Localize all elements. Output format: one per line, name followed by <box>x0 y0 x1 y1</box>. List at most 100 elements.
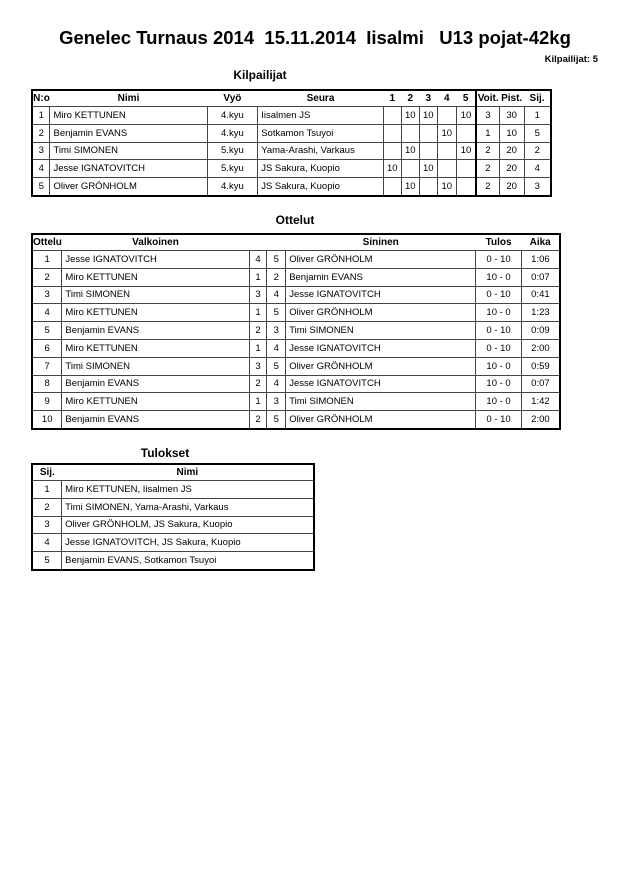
column-header: Ottelu <box>33 237 62 248</box>
table-cell: 2 <box>31 267 63 287</box>
table-cell: Timi SIMONEN <box>61 356 250 376</box>
table-cell: 10 - 0 <box>475 356 522 376</box>
table-cell: 10 <box>455 106 478 125</box>
table-cell: 10 - 0 <box>475 303 522 323</box>
table-cell: 5 <box>31 321 63 340</box>
table-cell <box>400 159 420 179</box>
table-row: 5 Benjamin EVANS 2 3 Timi SIMONEN 0 - 10 0:09 <box>31 321 561 340</box>
table-row: 3 Timi SIMONEN 5.kyu Yama-Arashi, Varkaus 10… <box>31 141 552 161</box>
table-cell: 3 <box>31 285 63 305</box>
table-cell: 4 <box>266 285 287 305</box>
table-row: 3 Timi SIMONEN 3 4 Jesse IGNATOVITCH 0 - 10 0:… <box>31 285 561 305</box>
table-cell: 2 <box>248 374 268 394</box>
table-cell: 4.kyu <box>206 123 259 143</box>
table-cell: Oliver GRÖNHOLM <box>285 250 477 269</box>
column-header: 3 <box>425 93 432 104</box>
table-cell <box>382 123 402 143</box>
table-cell: 3 <box>523 177 552 197</box>
table-cell: 0:07 <box>520 374 561 394</box>
table-cell: Miro KETTUNEN <box>61 392 250 412</box>
table-cell: 0:41 <box>520 285 561 305</box>
table-cell: 2 <box>475 141 500 161</box>
table-cell: 4 <box>31 533 63 553</box>
table-cell: Iisalmen JS <box>257 106 384 125</box>
column-header: 2 <box>407 93 414 104</box>
table-cell: Timi SIMONEN <box>285 321 477 340</box>
table-cell: 6 <box>31 338 63 358</box>
table-cell: 3 <box>266 392 287 412</box>
column-header: Nimi <box>176 467 199 478</box>
table-cell: 3 <box>31 515 63 535</box>
table-row: 2 Timi SIMONEN, Yama-Arashi, Varkaus <box>31 497 315 517</box>
table-cell: 1 <box>31 250 63 269</box>
table-cell <box>382 141 402 161</box>
column-header: Aika <box>529 237 551 248</box>
table-row: 5 Benjamin EVANS, Sotkamon Tsuyoi <box>31 551 315 571</box>
table-cell: Jesse IGNATOVITCH, JS Sakura, Kuopio <box>61 533 315 553</box>
table-cell: 10 - 0 <box>475 267 522 287</box>
matches-table: Ottelu Valkoinen Sininen Tulos Aika 1 Jesse IG… <box>31 233 561 430</box>
table-cell: Timi SIMONEN, Yama-Arashi, Varkaus <box>61 497 315 517</box>
page-title: Genelec Turnaus 2014 15.11.2014 Iisalmi … <box>59 27 571 48</box>
table-cell: Benjamin EVANS, Sotkamon Tsuyoi <box>61 551 315 571</box>
table-row: 9 Miro KETTUNEN 1 3 Timi SIMONEN 10 - 0 1:42 <box>31 392 561 412</box>
column-header: Nimi <box>117 93 140 104</box>
table-cell: 2 <box>475 177 500 197</box>
table-cell: 5 <box>266 250 287 269</box>
table-cell <box>418 123 438 143</box>
table-cell <box>455 159 478 179</box>
table-cell: 0:09 <box>520 321 561 340</box>
table-cell: 30 <box>498 106 525 125</box>
table-cell: 7 <box>31 356 63 376</box>
table-cell: 10 <box>436 177 457 197</box>
table-cell: 1 <box>523 106 552 125</box>
table-cell: Oliver GRÖNHOLM <box>285 410 477 430</box>
table-cell: Timi SIMONEN <box>49 141 208 161</box>
table-cell <box>436 106 457 125</box>
table-cell: 5 <box>266 356 287 376</box>
table-cell: 10 <box>498 123 525 143</box>
competitors-table: N:o Nimi Vyö Seura 1 2 3 4 5 Voit. Pist. Sij. 1 Miro … <box>31 89 552 197</box>
table-cell: 2 <box>31 123 51 143</box>
table-cell: 1:42 <box>520 392 561 412</box>
column-header: Pist. <box>501 93 523 104</box>
table-cell: 2 <box>248 321 268 340</box>
table-row: 1 Jesse IGNATOVITCH 4 5 Oliver GRÖNHOLM 0 - 1… <box>31 250 561 269</box>
column-header: 4 <box>443 93 450 104</box>
column-header: 1 <box>389 93 396 104</box>
table-cell: 5 <box>266 303 287 323</box>
column-header: Seura <box>306 93 335 104</box>
column-header <box>249 234 267 251</box>
table-cell <box>400 123 420 143</box>
table-row: 1 Miro KETTUNEN 4.kyu Iisalmen JS 10 10 10 3 30 1 <box>31 106 552 125</box>
table-cell: 9 <box>31 392 63 412</box>
competitors-heading: Kilpailijat <box>233 68 287 82</box>
table-cell: 1 <box>248 392 268 412</box>
table-row: 10 Benjamin EVANS 2 5 Oliver GRÖNHOLM 0 - 10 2… <box>31 410 561 430</box>
table-header: Sij. Nimi <box>32 464 314 481</box>
table-cell: 10 <box>436 123 457 143</box>
table-cell: 5 <box>31 551 63 571</box>
column-header: Sij. <box>39 467 55 478</box>
table-cell: Benjamin EVANS <box>49 123 208 143</box>
table-cell: Jesse IGNATOVITCH <box>285 374 477 394</box>
table-cell: 10 <box>382 159 402 179</box>
table-cell: 4 <box>266 374 287 394</box>
table-row: 4 Jesse IGNATOVITCH, JS Sakura, Kuopio <box>31 533 315 553</box>
table-cell: 10 <box>455 141 478 161</box>
table-cell: 2 <box>248 410 268 430</box>
table-cell: Timi SIMONEN <box>285 392 477 412</box>
table-cell: 5 <box>523 123 552 143</box>
table-row: 1 Miro KETTUNEN, Iisalmen JS <box>31 480 315 499</box>
table-cell: Jesse IGNATOVITCH <box>285 285 477 305</box>
table-header: N:o Nimi Vyö Seura 1 2 3 4 5 Voit. Pist. Sij. <box>32 90 551 107</box>
table-cell: JS Sakura, Kuopio <box>257 177 384 197</box>
table-cell <box>436 159 457 179</box>
table-cell: 3 <box>475 106 500 125</box>
table-row: 8 Benjamin EVANS 2 4 Jesse IGNATOVITCH 10 - 0… <box>31 374 561 394</box>
table-cell: Miro KETTUNEN, Iisalmen JS <box>61 480 315 499</box>
table-cell: 2:00 <box>520 410 561 430</box>
table-cell: 10 <box>400 141 420 161</box>
table-cell: 2 <box>475 159 500 179</box>
table-cell <box>455 177 478 197</box>
